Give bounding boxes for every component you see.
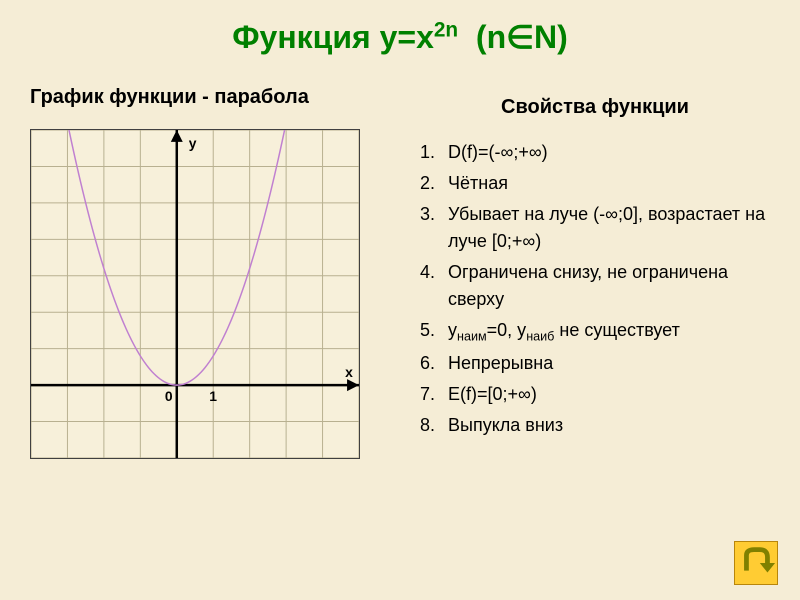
list-item: 7.E(f)=[0;+∞) [420, 381, 770, 408]
list-item: 4.Ограничена снизу, не ограничена сверху [420, 259, 770, 313]
list-item: 2.Чётная [420, 170, 770, 197]
left-subtitle: График функции - парабола [30, 86, 410, 109]
list-item: 8.Выпукла вниз [420, 412, 770, 439]
item-number: 1. [420, 139, 448, 166]
u-turn-arrow-icon [735, 542, 777, 584]
item-text: Непрерывна [448, 350, 770, 377]
item-text: yнаим=0, yнаиб не существует [448, 317, 770, 346]
list-item: 5.yнаим=0, yнаиб не существует [420, 317, 770, 346]
svg-text:0: 0 [165, 388, 173, 404]
properties-list: 1.D(f)=(-∞;+∞)2.Чётная3.Убывает на луче … [420, 139, 770, 439]
content-row: График функции - парабола y x 0 1 Свойства … [0, 66, 800, 459]
item-number: 4. [420, 259, 448, 286]
page-title: Функция y=x2n (n∈N) [0, 0, 800, 66]
item-text: E(f)=[0;+∞) [448, 381, 770, 408]
subtitle-prefix: График функции - [30, 86, 214, 108]
nav-return-button[interactable] [734, 541, 778, 585]
list-item: 6.Непрерывна [420, 350, 770, 377]
item-number: 8. [420, 412, 448, 439]
item-number: 5. [420, 317, 448, 344]
list-item: 1.D(f)=(-∞;+∞) [420, 139, 770, 166]
item-text: Ограничена снизу, не ограничена сверху [448, 259, 770, 313]
item-text: Чётная [448, 170, 770, 197]
subtitle-accent: парабола [214, 86, 308, 108]
item-text: D(f)=(-∞;+∞) [448, 139, 770, 166]
svg-text:x: x [345, 364, 353, 380]
svg-text:1: 1 [209, 388, 217, 404]
svg-text:y: y [189, 135, 197, 151]
item-text: Убывает на луче (-∞;0], возрастает на лу… [448, 201, 770, 255]
left-column: График функции - парабола y x 0 1 [30, 66, 410, 459]
parabola-chart: y x 0 1 [30, 129, 360, 459]
list-item: 3.Убывает на луче (-∞;0], возрастает на … [420, 201, 770, 255]
item-number: 7. [420, 381, 448, 408]
item-number: 2. [420, 170, 448, 197]
item-text: Выпукла вниз [448, 412, 770, 439]
chart-svg: y x 0 1 [31, 130, 359, 458]
item-number: 6. [420, 350, 448, 377]
right-subtitle: Свойства функции [420, 96, 770, 119]
right-column: Свойства функции 1.D(f)=(-∞;+∞)2.Чётная3… [410, 66, 770, 459]
item-number: 3. [420, 201, 448, 228]
